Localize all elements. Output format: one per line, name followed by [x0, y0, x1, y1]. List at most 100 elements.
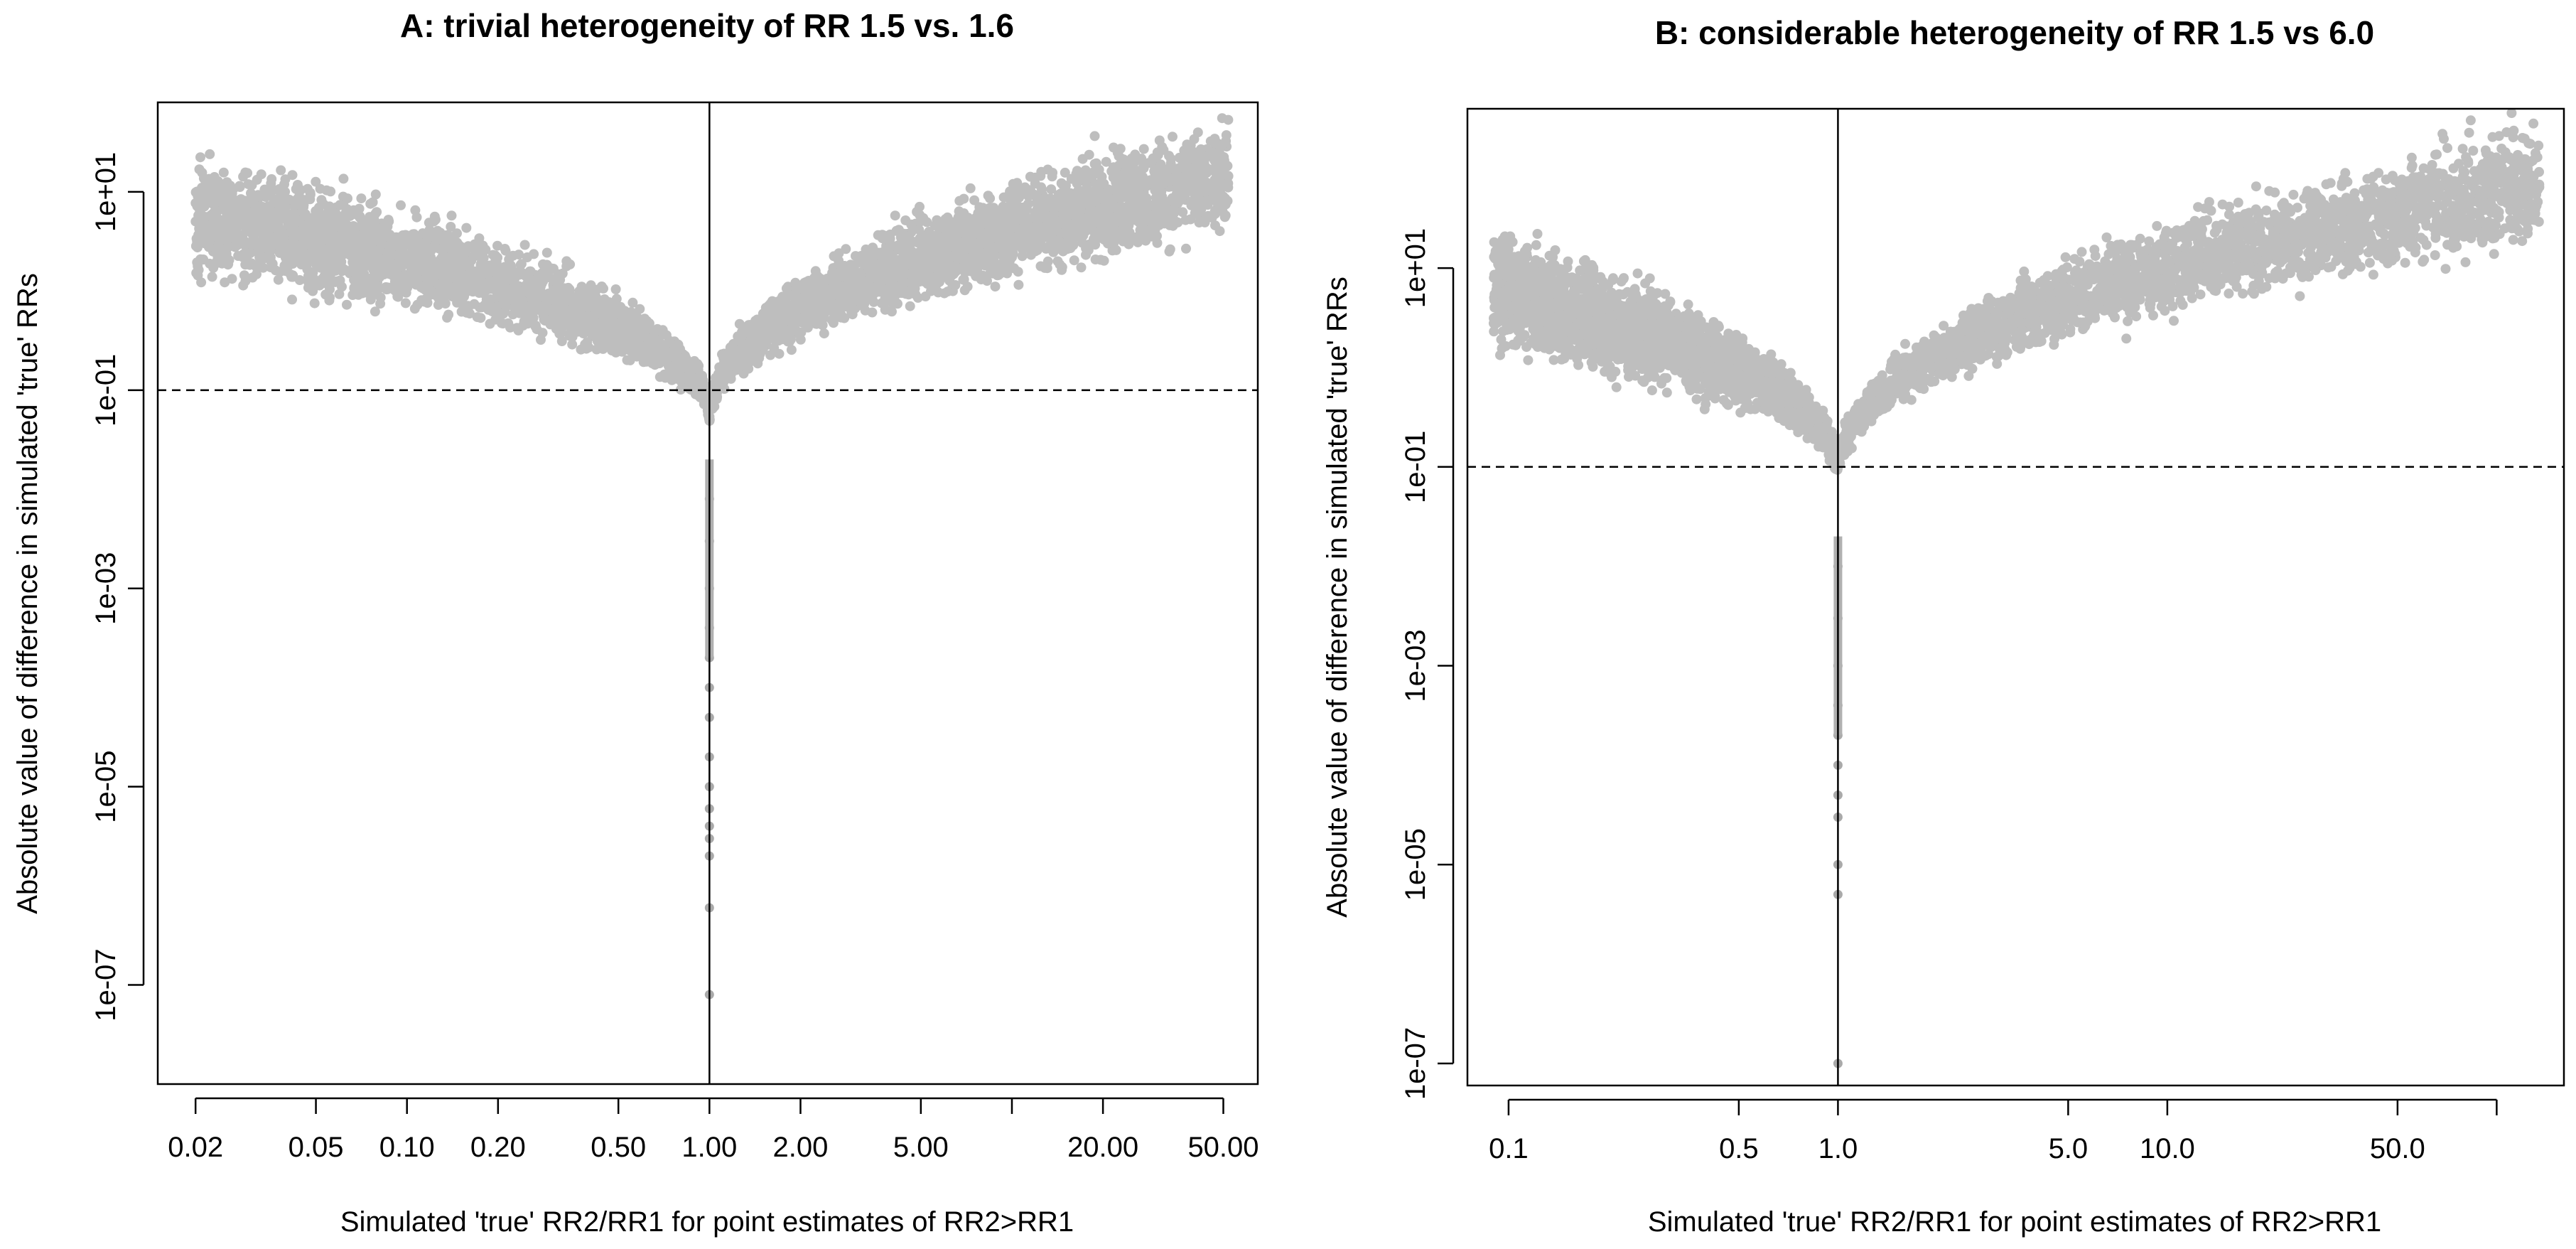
panel-a-data-point	[238, 249, 249, 259]
panel-a-data-point	[394, 249, 405, 259]
panel-a-data-point	[691, 386, 701, 397]
panel-a-data-point	[226, 208, 237, 219]
panel-a-data-point	[1167, 164, 1177, 175]
panel-a-data-point	[611, 294, 622, 304]
panel-a-data-point	[393, 270, 404, 280]
panel-a-data-point	[507, 309, 518, 320]
panel-a-data-point	[208, 262, 219, 273]
panel-a-data-point	[325, 186, 336, 197]
panel-a-data-point	[1190, 208, 1200, 218]
panel-a-data-point	[790, 277, 801, 288]
panel-a-data-point	[365, 198, 376, 209]
panel-a-data-point	[1214, 226, 1225, 237]
panel-a-data-point	[232, 238, 243, 249]
panel-a-data-point	[582, 337, 593, 348]
panel-a-data-point	[681, 373, 691, 384]
panel-a-data-point	[1065, 243, 1076, 254]
panel-a-data-point	[382, 221, 393, 232]
panel-a-data-point	[1155, 176, 1166, 186]
panel-a-data-point	[627, 315, 638, 326]
panel-a-data-point	[349, 283, 360, 294]
panel-a-data-point	[1091, 158, 1101, 168]
panel-a-data-point	[287, 170, 298, 181]
panel-a-data-point	[217, 219, 227, 230]
panel-a-data-point	[959, 274, 969, 285]
panel-a-data-point	[287, 294, 297, 305]
panel-a-data-point	[819, 328, 829, 339]
panel-a-data-point	[983, 191, 993, 201]
panel-a-data-point	[616, 311, 626, 321]
panel-a-data-point	[324, 267, 335, 277]
panel-a-data-point	[271, 194, 281, 205]
panel-a-data-point	[556, 290, 567, 301]
panel-a-data-point	[387, 242, 397, 252]
panel-a-data-point	[273, 274, 284, 285]
panel-a-data-point	[252, 174, 262, 185]
panel-a-data-point	[340, 233, 351, 244]
panel-a-data-point	[525, 305, 535, 316]
panel-a-data-point	[1052, 201, 1062, 212]
panel-a-data-point	[1163, 207, 1173, 218]
panel-a-data-point	[1157, 141, 1168, 152]
panel-a-data-point	[250, 192, 261, 202]
panel-a-data-point	[677, 364, 687, 375]
panel-a-data-point	[296, 240, 306, 251]
panel-a-data-point	[769, 343, 780, 353]
panel-a-data-point	[208, 199, 219, 210]
panel-a-data-point	[356, 193, 367, 204]
panel-a-data-point	[254, 203, 265, 213]
panel-a-data-point	[1055, 259, 1065, 270]
panel-a-data-point	[366, 235, 377, 246]
panel-a-data-point	[337, 282, 347, 292]
panel-a-data-point	[1181, 167, 1192, 178]
panel-a-data-point	[463, 284, 473, 294]
panel-a-data-point	[519, 240, 530, 250]
panel-a-data-point	[559, 303, 569, 313]
panel-a-data-point	[1168, 132, 1177, 142]
panel-a-data-point	[316, 242, 326, 253]
panel-a-data-point	[194, 164, 205, 175]
panel-a-data-point	[196, 221, 207, 232]
panel-a-data-point	[417, 228, 428, 239]
panel-a-data-point	[340, 264, 350, 275]
panel-a-data-point	[1023, 198, 1033, 209]
panel-a-data-point	[980, 260, 991, 271]
panel-a-data-point	[497, 318, 507, 328]
panel-a-data-point	[1046, 184, 1057, 195]
panel-a-data-point	[550, 309, 561, 319]
panel-a-data-point	[654, 372, 665, 382]
panel-a-data-point	[300, 209, 311, 220]
panel-a-data-point	[191, 268, 202, 278]
panel-a-data-point	[257, 255, 267, 265]
panel-a-data-point	[371, 227, 382, 237]
panel-a-data-point	[507, 250, 518, 261]
panel-a-data-point	[698, 379, 708, 389]
panel-a-data-point	[564, 316, 574, 326]
panel-a-data-point	[561, 256, 572, 267]
panel-a-data-point	[227, 274, 237, 284]
panel-a-data-point	[242, 168, 253, 178]
panel-a-data-point	[1072, 199, 1082, 210]
panel-a-data-point	[360, 255, 370, 266]
panel-a-data-point	[1090, 254, 1101, 264]
panel-a-data-point	[498, 289, 509, 300]
panel-a-data-point	[1069, 255, 1079, 266]
panel-a-data-point	[259, 184, 270, 195]
panel-a-title: A: trivial heterogeneity of RR 1.5 vs. 1…	[400, 7, 1014, 44]
panel-a-data-point	[452, 297, 463, 308]
panel-a-data-point	[379, 254, 389, 264]
panel-a-data-point	[1085, 199, 1096, 210]
panel-a-data-point	[343, 245, 352, 255]
panel-a-data-point	[350, 274, 361, 284]
panel-a-data-point	[521, 286, 532, 296]
panel-a-data-point	[1116, 215, 1126, 226]
panel-a-data-point	[1025, 171, 1035, 182]
panel-a-data-point	[307, 226, 318, 237]
panel-a-data-point	[321, 233, 332, 244]
panel-a-data-point	[596, 318, 607, 328]
panel-a-data-point	[834, 310, 844, 321]
panel-a-data-point	[1025, 245, 1035, 255]
panel-a-data-point	[460, 260, 470, 271]
panel-a-data-point	[541, 247, 552, 258]
panel-a-data-point	[416, 247, 426, 257]
